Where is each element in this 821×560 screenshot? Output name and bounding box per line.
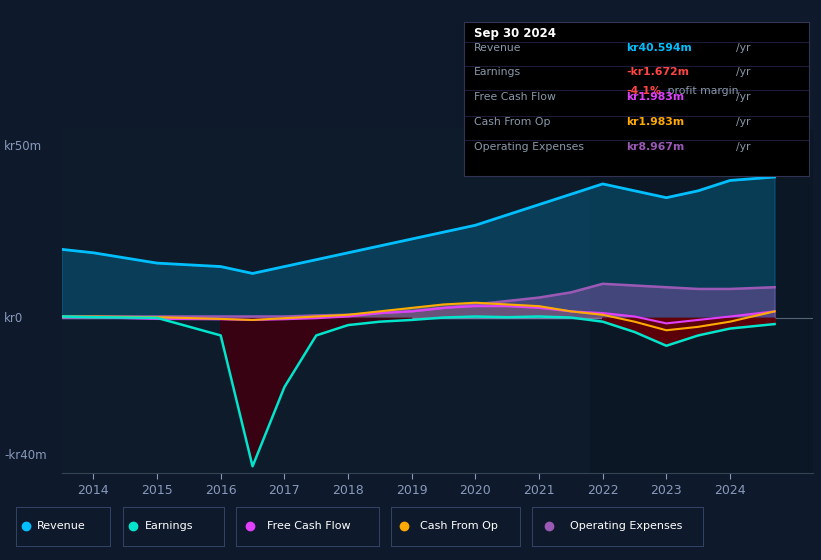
Text: -kr1.672m: -kr1.672m xyxy=(626,67,689,77)
Text: Operating Expenses: Operating Expenses xyxy=(570,521,682,531)
Text: -4.1%: -4.1% xyxy=(626,86,661,96)
Text: Earnings: Earnings xyxy=(145,521,194,531)
Text: kr1.983m: kr1.983m xyxy=(626,117,684,127)
Text: /yr: /yr xyxy=(736,117,750,127)
Text: Cash From Op: Cash From Op xyxy=(420,521,498,531)
Text: -kr40m: -kr40m xyxy=(4,450,47,463)
Text: profit margin: profit margin xyxy=(664,86,738,96)
Text: /yr: /yr xyxy=(736,67,750,77)
Text: Revenue: Revenue xyxy=(37,521,86,531)
Text: Operating Expenses: Operating Expenses xyxy=(475,142,585,152)
Bar xyxy=(590,129,813,473)
Text: Revenue: Revenue xyxy=(475,43,521,53)
Text: kr0: kr0 xyxy=(4,312,23,325)
Text: Free Cash Flow: Free Cash Flow xyxy=(268,521,351,531)
Text: kr1.983m: kr1.983m xyxy=(626,92,684,102)
Text: Free Cash Flow: Free Cash Flow xyxy=(475,92,556,102)
Text: Earnings: Earnings xyxy=(475,67,521,77)
Text: Sep 30 2024: Sep 30 2024 xyxy=(475,27,556,40)
Text: /yr: /yr xyxy=(736,92,750,102)
Text: Cash From Op: Cash From Op xyxy=(475,117,551,127)
Text: kr50m: kr50m xyxy=(4,139,42,152)
Text: /yr: /yr xyxy=(736,43,750,53)
Text: /yr: /yr xyxy=(736,142,750,152)
Text: kr40.594m: kr40.594m xyxy=(626,43,691,53)
Text: kr8.967m: kr8.967m xyxy=(626,142,684,152)
